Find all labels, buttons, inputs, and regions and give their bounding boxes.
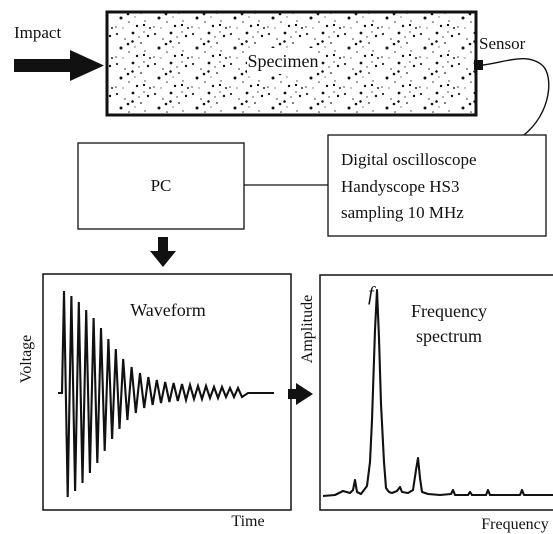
pc-label: PC [151, 176, 172, 195]
specimen-label: Specimen [248, 51, 319, 71]
oscilloscope-line-3: sampling 10 MHz [341, 203, 464, 222]
oscilloscope-line-2: Handyscope HS3 [341, 177, 460, 196]
pc-box [77, 142, 245, 230]
spectrum-panel [319, 274, 553, 511]
impact-label: Impact [14, 23, 61, 42]
specimen-label-background [247, 48, 317, 74]
oscilloscope-box [327, 134, 547, 237]
time-axis-label: Time [231, 513, 264, 530]
voltage-axis-label: Voltage [18, 335, 35, 384]
sensor-icon [474, 60, 483, 70]
sensor-label: Sensor [479, 34, 526, 53]
right-arrow-icon [288, 383, 313, 405]
waveform-title: Waveform [130, 300, 206, 320]
impact-arrow-icon [14, 50, 104, 81]
frequency-axis-label: Frequency [481, 516, 549, 533]
sensor-cable [482, 58, 550, 136]
spectrum-title-line-2: spectrum [416, 326, 482, 346]
down-arrow-icon [150, 237, 176, 267]
amplitude-axis-label: Amplitude [299, 295, 316, 363]
oscilloscope-line-1: Digital oscilloscope [341, 150, 477, 169]
spectrum-title-line-1: Frequency [411, 301, 487, 321]
spectrum-trace [322, 288, 553, 498]
peak-frequency-label: f [368, 283, 376, 305]
waveform-trace [58, 290, 274, 498]
